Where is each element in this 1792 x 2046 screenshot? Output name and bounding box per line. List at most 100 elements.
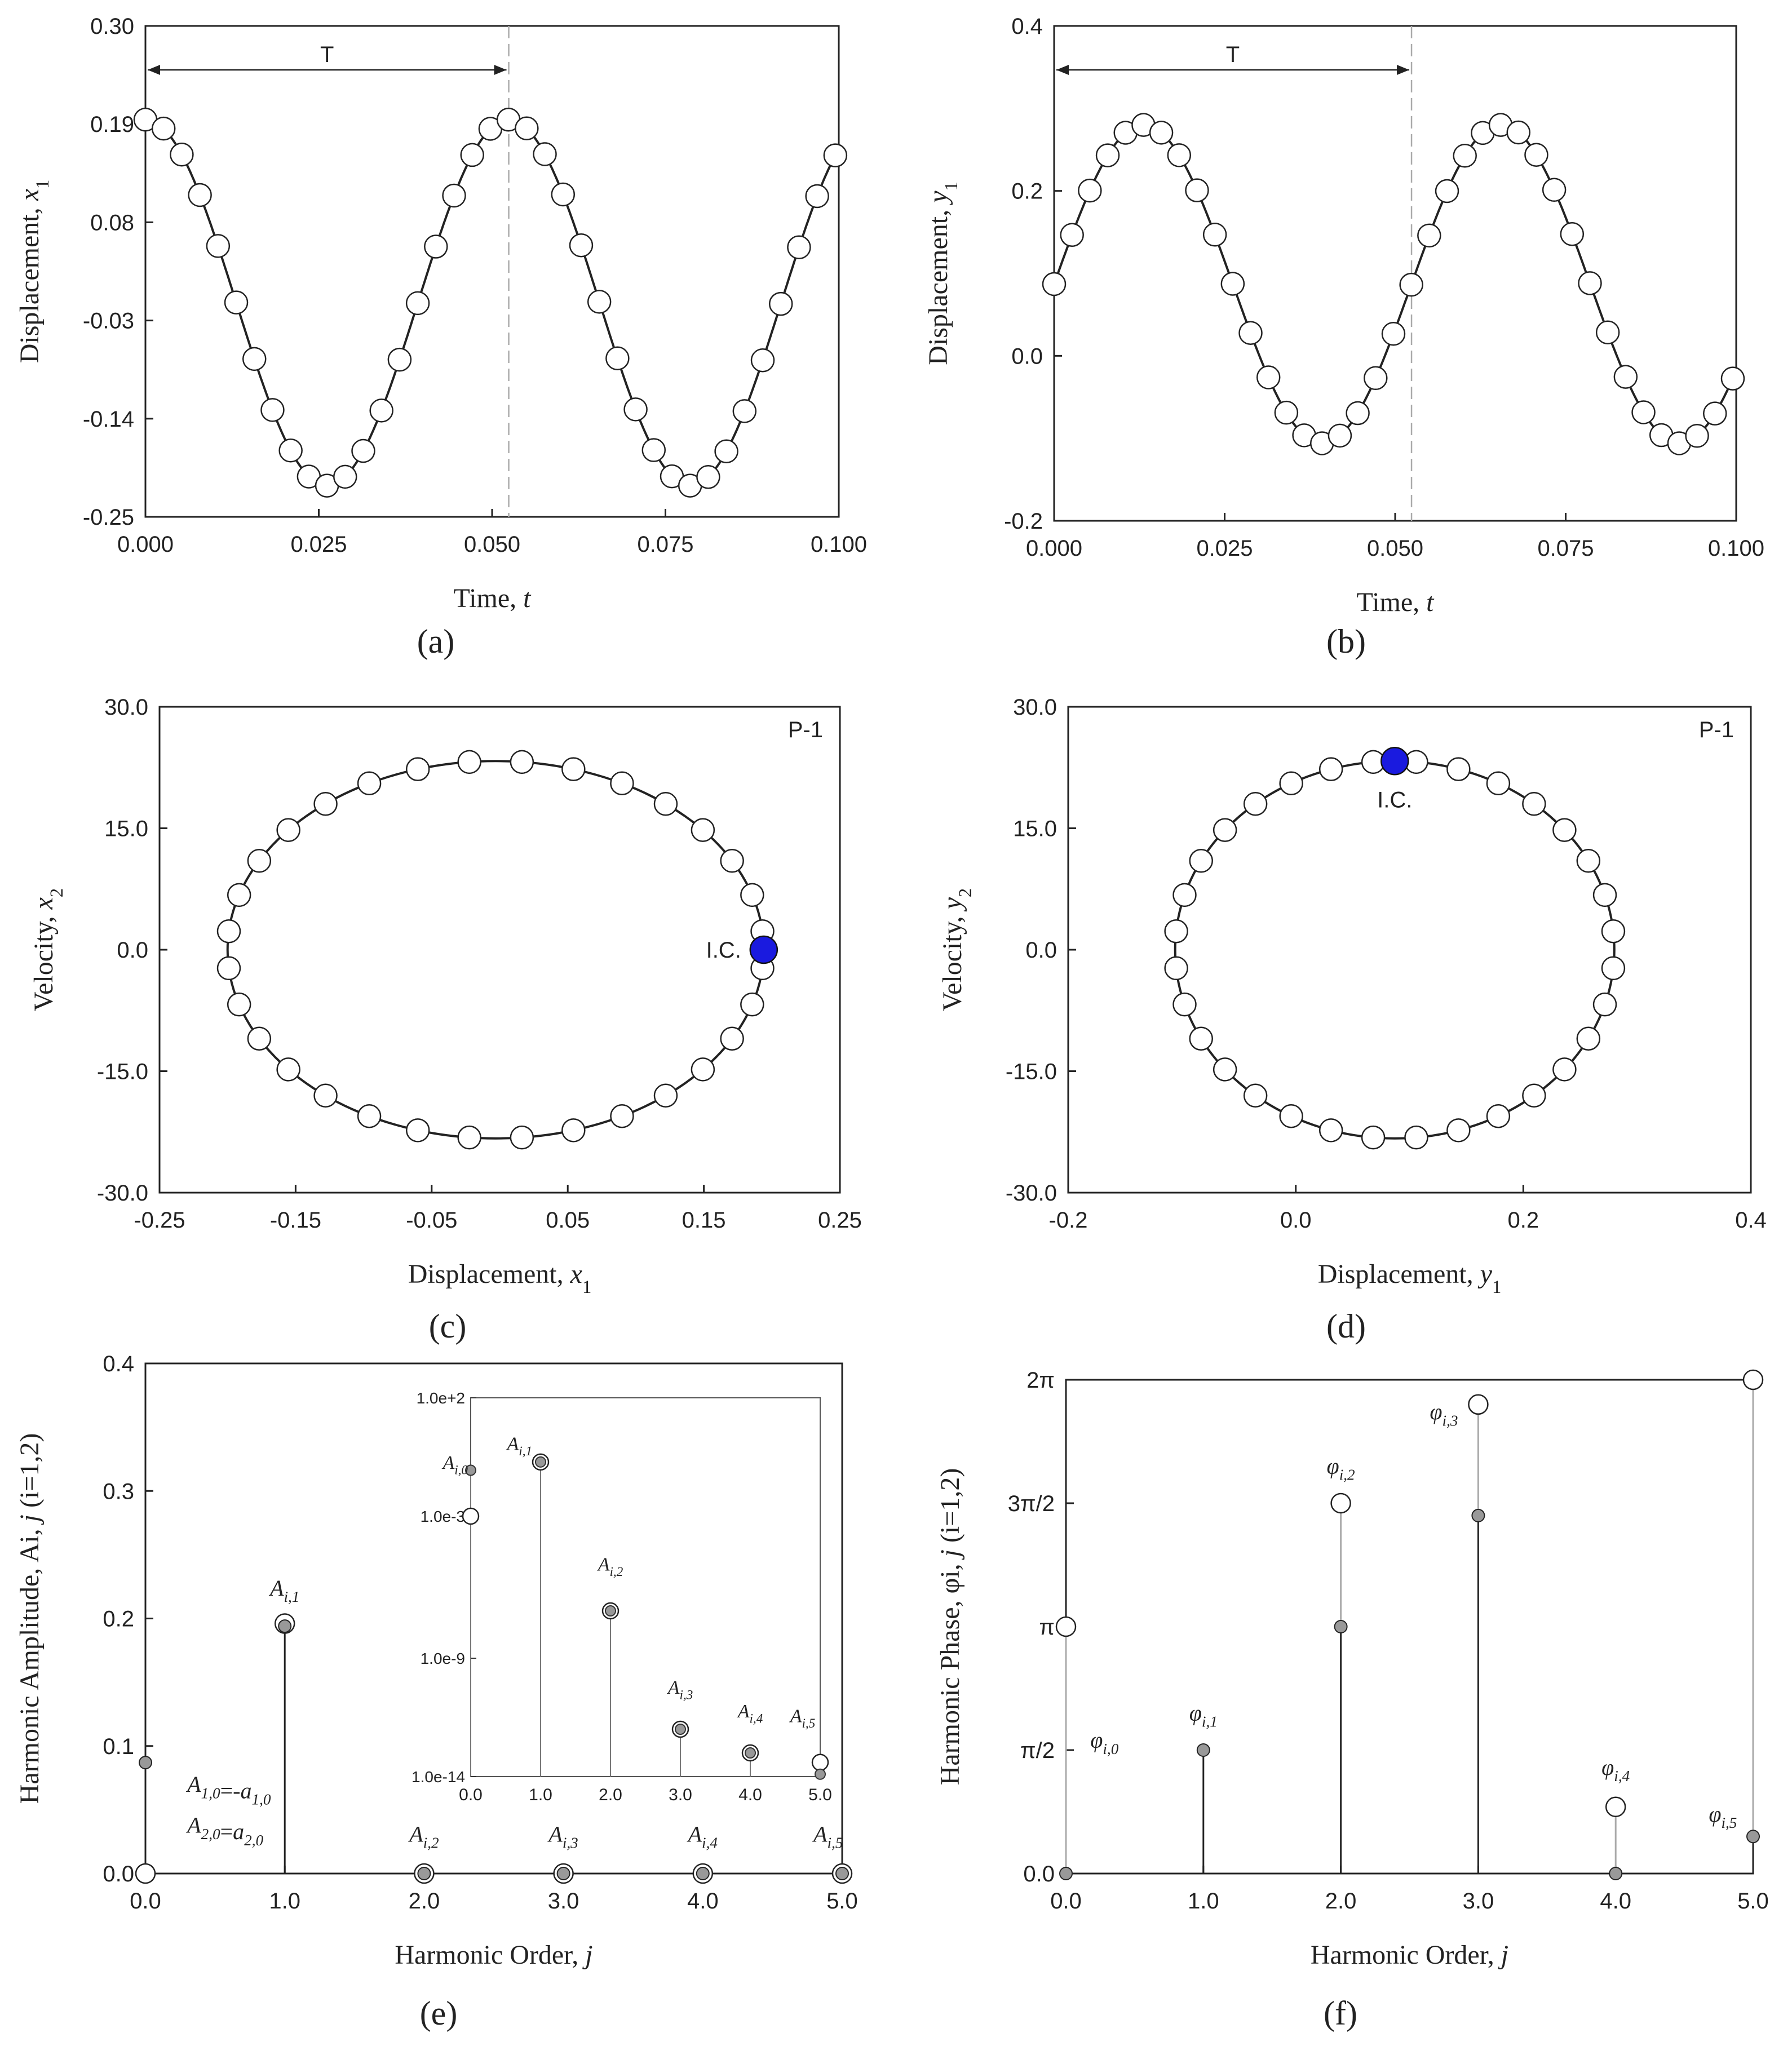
ic-label: I.C. (706, 938, 741, 963)
plot-frame (1067, 706, 1752, 1194)
stem-marker-filled (278, 1619, 292, 1633)
data-point (206, 234, 231, 258)
y-axis-label: Harmonic Amplitude, Ai, j (i=1,2) (15, 1433, 45, 1804)
stem-marker-filled (417, 1867, 431, 1880)
data-point (714, 439, 738, 463)
data-point (768, 291, 793, 316)
inset-label: Ai,0 (441, 1452, 468, 1478)
stem-label: φi,3 (1430, 1399, 1458, 1429)
x-tick-label: 0.0 (1050, 1889, 1082, 1914)
data-point (333, 464, 357, 489)
data-point (551, 182, 576, 207)
x-tick-label: 0.0 (130, 1889, 161, 1914)
y-tick-label: -15.0 (1006, 1060, 1057, 1084)
orbit-point (1164, 919, 1188, 944)
stem-label: Ai,2 (408, 1821, 439, 1851)
y-tick-label: 0.19 (90, 112, 134, 137)
stem-label: Ai,5 (812, 1821, 843, 1851)
data-point (569, 233, 594, 258)
orbit-point (1318, 1118, 1343, 1142)
y-tick-label: -30.0 (1006, 1181, 1057, 1206)
panel-caption: (a) (417, 623, 455, 660)
data-point (1328, 423, 1352, 448)
orbit-point (357, 771, 382, 796)
y-tick-label: 0.0 (103, 1862, 134, 1886)
series-line (1053, 123, 1734, 445)
stem-label: A1,0=-a1,0 (185, 1772, 271, 1808)
y-tick-label: 0.2 (103, 1607, 134, 1632)
x-tick-label: 0.000 (117, 532, 174, 557)
orbit-point (1243, 791, 1268, 816)
stem-marker-open (1468, 1394, 1489, 1415)
x-tick-label: 1.0 (1188, 1889, 1219, 1914)
ic-label: I.C. (1377, 787, 1412, 812)
y-axis-label: Velocity, x2 (29, 888, 67, 1011)
data-point (351, 439, 375, 463)
data-point (533, 142, 557, 166)
orbit-point (1318, 757, 1343, 781)
orbit-point (1592, 992, 1617, 1017)
x-tick-label: 5.0 (826, 1889, 858, 1914)
x-tick-label: 0.025 (290, 532, 347, 557)
orbit-point (610, 1104, 634, 1128)
orbit-point (247, 1026, 272, 1051)
inset-y-tick-label: 1.0e-14 (412, 1768, 465, 1786)
inset-marker-filled (605, 1605, 616, 1617)
data-point (805, 184, 829, 209)
stem-marker-filled (835, 1867, 849, 1880)
period-label: T (1226, 42, 1240, 67)
period-label: T (320, 42, 334, 67)
stem-label: φi,2 (1327, 1453, 1355, 1483)
y-tick-label: 0.4 (103, 1352, 134, 1376)
data-point (387, 347, 412, 372)
inset-x-tick-label: 1.0 (529, 1786, 552, 1804)
inset-label: Ai,4 (737, 1701, 763, 1726)
orbit-point (653, 1083, 678, 1108)
orbit-point (1552, 818, 1577, 842)
orbit-point (720, 848, 744, 873)
orbit-point (1486, 1104, 1511, 1128)
stem-marker-open (1742, 1369, 1764, 1390)
y-tick-label: 0.3 (103, 1479, 134, 1504)
inset-y-tick-label: 1.0e-9 (421, 1650, 465, 1667)
data-point (1542, 178, 1567, 202)
data-point (1578, 271, 1602, 295)
x-tick-label: 0.4 (1735, 1208, 1767, 1233)
inset-x-tick-label: 4.0 (738, 1786, 762, 1804)
y-tick-label: -15.0 (97, 1060, 148, 1084)
data-point (1595, 320, 1620, 344)
data-point (1399, 272, 1423, 297)
data-point (641, 438, 666, 462)
data-point (1364, 366, 1388, 391)
data-point (750, 348, 775, 373)
data-point (787, 235, 811, 259)
y-tick-label: 0.2 (1011, 179, 1043, 204)
data-point (405, 291, 430, 316)
orbit-point (276, 1057, 300, 1082)
orbit-point (1486, 771, 1511, 796)
data-point (1202, 223, 1227, 247)
data-point (1060, 223, 1084, 247)
period-arrow-head-left (148, 65, 160, 75)
data-point (732, 399, 757, 423)
orbit-curve (226, 760, 765, 1140)
x-tick-label: 2.0 (1325, 1889, 1357, 1914)
y-tick-label: 0.1 (103, 1734, 134, 1759)
x-tick-label: -0.15 (270, 1208, 321, 1233)
inset-label: Ai,5 (789, 1706, 816, 1731)
orbit-point (1601, 956, 1626, 981)
stem-marker-open (1605, 1796, 1626, 1817)
stem-label: φi,5 (1709, 1801, 1737, 1831)
stem-marker-open (135, 1863, 156, 1884)
data-point (1685, 423, 1709, 448)
stem-marker-filled (1196, 1743, 1210, 1757)
inset-y-tick-label: 1.0e-3 (421, 1508, 465, 1525)
inset-marker-filled (465, 1464, 476, 1476)
period-arrow-head-left (1056, 65, 1069, 75)
data-point (1613, 365, 1638, 389)
data-point (1381, 322, 1406, 346)
x-tick-label: 0.05 (546, 1208, 590, 1233)
stem-marker-open (1055, 1616, 1077, 1637)
inset-marker-open (462, 1507, 480, 1525)
x-tick-label: 3.0 (548, 1889, 579, 1914)
